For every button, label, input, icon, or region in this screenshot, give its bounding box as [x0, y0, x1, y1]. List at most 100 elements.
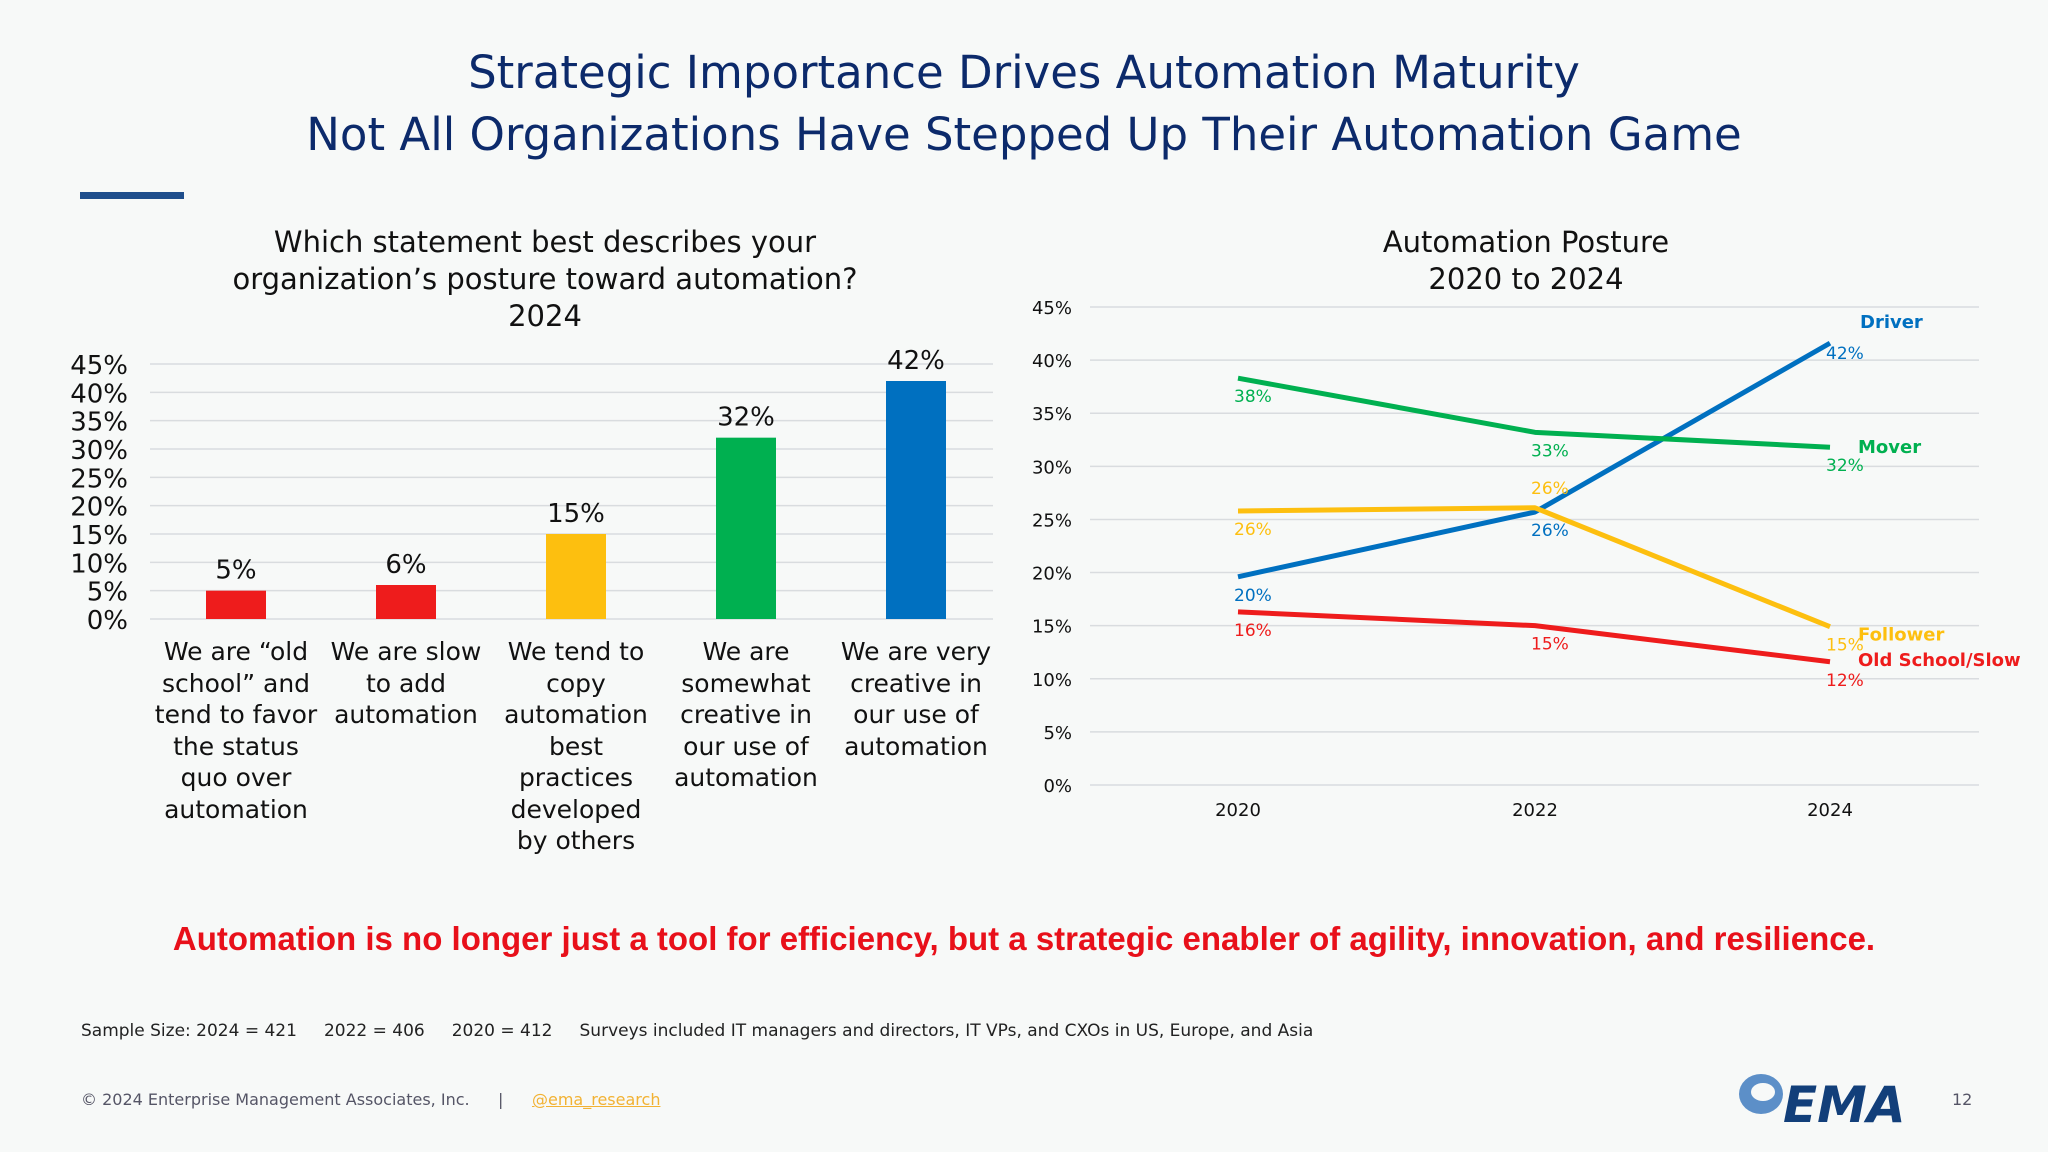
y-tick-label: 15% [70, 521, 128, 551]
point-label: 38% [1234, 387, 1272, 407]
category-label-line: creative in [680, 700, 812, 729]
category-label-line: We are very [840, 637, 992, 666]
bar [546, 534, 606, 619]
y-tick-label: 20% [1032, 564, 1072, 585]
y-tick-label: 35% [70, 408, 128, 438]
y-tick-label: 45% [1032, 298, 1072, 319]
line-chart-title: Automation Posture 2020 to 2024 [1226, 224, 1826, 298]
bar [886, 381, 946, 619]
bar [716, 437, 776, 619]
series-name-label: Mover [1858, 437, 1921, 458]
point-label: 42% [1826, 344, 1864, 364]
category-label: We are “old school” and tend to favor the s… [151, 636, 321, 825]
category-label: We tend to copy automation best practices dev… [491, 636, 661, 857]
data-label: 5% [215, 556, 256, 586]
series-line-mover [1237, 375, 1831, 450]
y-tick-label: 35% [1032, 404, 1072, 425]
line-chart: 0% 5% 10% 15% 20% 25% 30% 35% 40% 45% 2020 2022 2024… [1032, 298, 2021, 821]
key-message: Automation is no longer just a tool for … [172, 920, 1876, 957]
line-chart-title-line: Automation Posture [1382, 225, 1670, 259]
category-label-line: We are slow [330, 637, 482, 666]
y-tick-label: 5% [1043, 723, 1072, 744]
title-line-2: Not All Organizations Have Stepped Up Th… [306, 108, 1742, 161]
series-line-old-school-slow [1237, 609, 1831, 665]
category-label-line: our use of [853, 700, 979, 729]
point-label: 15% [1826, 636, 1864, 656]
category-label-line: our use of [683, 731, 809, 761]
category-label-line: automation [334, 700, 478, 729]
series-name-label: Old School/Slow [1858, 650, 2021, 671]
category-label-line: quo over [180, 763, 292, 792]
category-label-line: by others [516, 826, 636, 855]
category-label: We are somewhat creative in our use of autom… [661, 636, 831, 794]
bar [376, 585, 436, 619]
category-label-line: school” and [161, 668, 311, 698]
y-tick-label: 10% [70, 549, 128, 579]
svg-text:EMA: EMA [1783, 1076, 1906, 1126]
y-tick-label: 25% [70, 464, 128, 494]
data-label: 15% [547, 499, 605, 529]
y-tick-label: 20% [70, 493, 128, 523]
category-label-line: somewhat [681, 668, 811, 698]
point-label: 12% [1826, 671, 1864, 691]
category-label-line: We are “old [163, 637, 309, 666]
category-label-line: copy [546, 668, 606, 698]
data-label: 6% [385, 550, 426, 580]
point-label: 26% [1531, 521, 1569, 541]
y-tick-label: 40% [70, 379, 128, 409]
category-label-line: developed [510, 794, 642, 824]
point-label: 20% [1234, 586, 1272, 606]
point-label: 26% [1234, 520, 1272, 540]
y-tick-label: 5% [87, 578, 128, 608]
category-label: We are very creative in our use of automati… [831, 636, 1001, 762]
data-label: 42% [887, 346, 945, 376]
y-tick-label: 10% [1032, 670, 1072, 691]
y-tick-label: 30% [1032, 457, 1072, 478]
data-label: 32% [717, 403, 775, 433]
x-tick-label: 2022 [1512, 800, 1558, 821]
point-label: 32% [1826, 456, 1864, 476]
y-tick-label: 25% [1032, 510, 1072, 531]
title-line-1: Strategic Importance Drives Automation M… [468, 46, 1580, 99]
y-tick-label: 30% [70, 436, 128, 466]
category-label-line: automation [844, 731, 988, 761]
bar-chart-title: Which statement best describes your orga… [150, 224, 940, 335]
bar-chart-title-line: organization’s posture toward automation… [232, 262, 858, 296]
bar-chart-title-line: 2024 [508, 299, 582, 333]
sample-size-note: Sample Size: 2024 = 421 2022 = 406 2020 … [81, 1021, 1314, 1041]
series-line-follower [1237, 505, 1831, 630]
ema-logo: EMA [1737, 1068, 1907, 1134]
category-label-line: We are [702, 637, 790, 666]
category-label-line: automation [674, 763, 818, 792]
y-tick-label: 0% [87, 606, 128, 636]
x-tick-label: 2020 [1215, 800, 1261, 821]
point-label: 16% [1234, 621, 1272, 641]
category-label-line: automation [164, 794, 308, 824]
category-label-line: best [548, 731, 604, 761]
category-label-line: We tend to [507, 637, 645, 666]
category-label-line: automation [504, 700, 648, 729]
category-label-line: the status [173, 731, 299, 761]
bar-chart: 0%5%10%15%20%25%30%35%40%45%5% 6%15%32%42… [70, 346, 993, 636]
bar [206, 590, 266, 619]
point-label: 15% [1531, 635, 1569, 655]
y-tick-label: 0% [1043, 776, 1072, 797]
point-label: 26% [1531, 479, 1569, 499]
twitter-link[interactable]: @ema_research [532, 1090, 661, 1109]
y-tick-label: 45% [70, 351, 128, 381]
accent-bar [80, 192, 184, 199]
series-name-label: Driver [1860, 312, 1923, 333]
series-name-label: Follower [1858, 625, 1944, 646]
line-chart-title-line: 2020 to 2024 [1428, 262, 1624, 296]
bar-chart-title-line: Which statement best describes your [273, 225, 817, 259]
category-label-line: practices [518, 763, 634, 792]
y-tick-label: 15% [1032, 617, 1072, 638]
category-label: We are slow to add automation [321, 636, 491, 731]
page-number: 12 [1952, 1090, 1973, 1109]
copyright: © 2024 Enterprise Management Associates,… [81, 1090, 470, 1109]
footer-separator: | [498, 1090, 504, 1109]
y-tick-label: 40% [1032, 351, 1072, 372]
category-label-line: to add [365, 668, 447, 698]
category-label-line: creative in [850, 668, 982, 698]
series-line-driver [1237, 340, 1832, 580]
